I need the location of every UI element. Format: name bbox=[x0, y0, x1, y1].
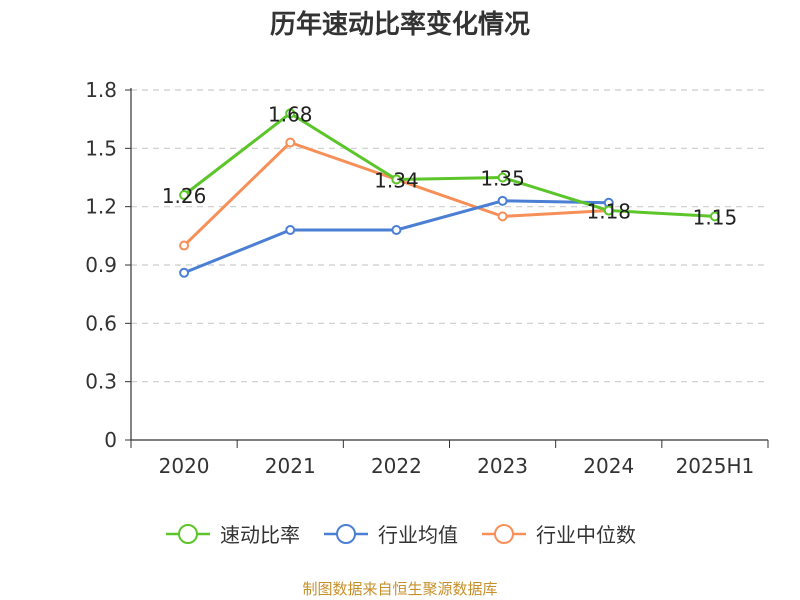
legend-label-quick-ratio: 速动比率 bbox=[220, 523, 300, 547]
legend-item-industry-mean[interactable]: 行业均值 bbox=[322, 519, 458, 548]
chart-title: 历年速动比率变化情况 bbox=[269, 10, 530, 40]
y-tick-label: 1.5 bbox=[85, 136, 117, 160]
y-tick-label: 1.2 bbox=[85, 195, 117, 219]
legend-item-quick-ratio[interactable]: 速动比率 bbox=[164, 519, 300, 548]
data-point bbox=[497, 172, 508, 183]
data-point bbox=[709, 211, 720, 222]
data-point bbox=[179, 240, 190, 251]
source-note: 制图数据来自恒生聚源数据库 bbox=[302, 580, 498, 598]
y-tick-label: 0.9 bbox=[85, 253, 117, 277]
series-0 bbox=[179, 108, 720, 222]
data-point bbox=[179, 190, 190, 200]
y-tick-label: 0 bbox=[104, 428, 117, 452]
legend-swatch-quick-ratio bbox=[166, 523, 210, 544]
series-1 bbox=[179, 195, 614, 278]
y-tick-label: 0.3 bbox=[85, 370, 117, 394]
data-label: 1.26 bbox=[162, 184, 207, 208]
series-line bbox=[183, 111, 715, 218]
legend-item-industry-median[interactable]: 行业中位数 bbox=[480, 519, 636, 548]
legend-swatch-industry-mean bbox=[324, 523, 368, 544]
data-label: 1.35 bbox=[480, 167, 525, 191]
x-tick-label: 2020 bbox=[159, 454, 210, 478]
y-tick-label: 0.6 bbox=[85, 311, 117, 335]
data-point bbox=[285, 225, 296, 235]
data-label: 1.68 bbox=[268, 102, 313, 126]
data-point bbox=[497, 195, 508, 206]
x-tick-label: 2023 bbox=[477, 454, 528, 478]
legend-label-industry-median: 行业中位数 bbox=[536, 523, 636, 547]
data-label: 1.18 bbox=[586, 200, 631, 224]
data-label: 1.34 bbox=[374, 168, 419, 192]
data-point bbox=[285, 108, 296, 119]
data-point bbox=[391, 225, 402, 235]
legend-swatch-industry-median bbox=[482, 523, 526, 544]
data-point bbox=[603, 205, 614, 216]
x-tick-label: 2022 bbox=[371, 454, 422, 478]
x-tick-label: 2021 bbox=[265, 454, 316, 478]
data-label: 1.15 bbox=[693, 205, 738, 229]
data-point bbox=[391, 174, 402, 185]
legend: 速动比率 行业均值 行业中位数 bbox=[0, 519, 800, 548]
y-tick-label: 1.8 bbox=[85, 78, 117, 102]
data-point bbox=[497, 211, 508, 222]
x-tick-label: 2025H1 bbox=[676, 454, 755, 478]
legend-label-industry-mean: 行业均值 bbox=[378, 523, 458, 547]
x-tick-label: 2024 bbox=[583, 454, 634, 478]
data-point bbox=[179, 267, 190, 278]
data-point bbox=[285, 137, 296, 148]
series-line bbox=[183, 199, 609, 275]
